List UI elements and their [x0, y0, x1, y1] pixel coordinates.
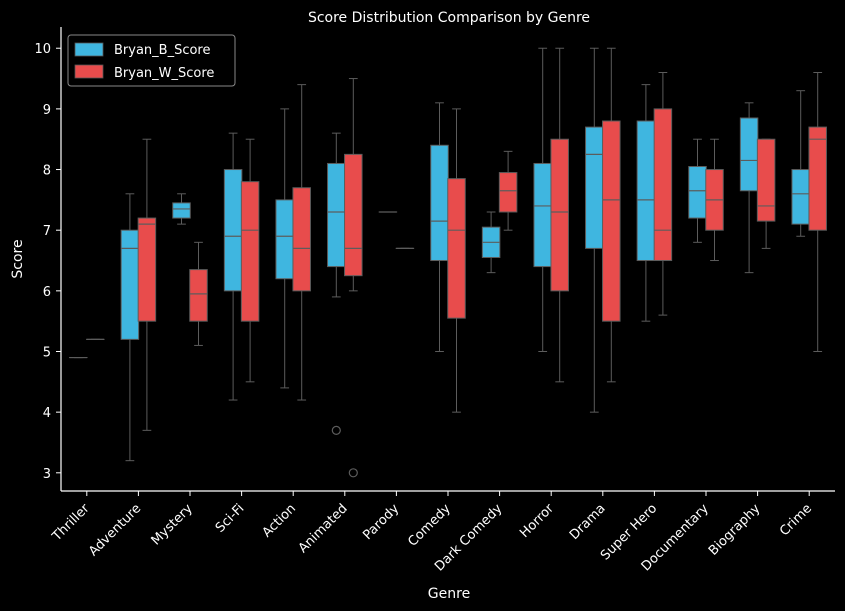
iqr-box	[223, 169, 243, 292]
iqr-box	[756, 138, 776, 222]
box-comedy-bryan-w-score	[447, 108, 466, 413]
iqr-box	[688, 166, 707, 219]
iqr-box	[430, 144, 449, 262]
legend-swatch-bryan-w	[74, 64, 104, 79]
iqr-box	[808, 126, 827, 231]
iqr-box	[739, 117, 759, 192]
iqr-box	[189, 269, 208, 322]
box-documentary-bryan-w-score	[705, 138, 724, 262]
box-adventure-bryan-w-score	[137, 138, 157, 431]
box-mystery-bryan-b-score	[172, 193, 191, 225]
legend-swatch-bryan-b	[74, 42, 104, 57]
outlier-point	[331, 425, 341, 435]
box-action-bryan-w-score	[292, 84, 311, 401]
box-biography-bryan-w-score	[756, 138, 776, 249]
iqr-box	[327, 162, 346, 268]
box-horror-bryan-w-score	[550, 47, 569, 383]
box-documentary-bryan-b-score	[688, 138, 707, 243]
legend-frame	[67, 34, 236, 87]
box-mystery-bryan-w-score	[189, 241, 208, 346]
y-tick-label: 5	[43, 345, 51, 360]
box-dark-comedy-bryan-b-score	[481, 211, 501, 274]
iqr-box	[636, 120, 656, 262]
iqr-box	[120, 229, 140, 340]
iqr-box	[533, 162, 552, 268]
x-axis-label: Genre	[428, 586, 470, 602]
y-tick-label: 4	[43, 406, 51, 421]
iqr-box	[791, 169, 810, 225]
y-axis-label: Score	[10, 239, 26, 278]
y-tick-label: 9	[43, 103, 51, 118]
y-tick-label: 7	[43, 224, 51, 239]
iqr-box	[550, 138, 569, 292]
box-sci-fi-bryan-w-score	[240, 138, 260, 383]
y-tick-label: 10	[34, 42, 51, 57]
y-tick-label: 3	[43, 467, 51, 482]
y-tick-label: 6	[43, 285, 51, 300]
iqr-box	[240, 181, 260, 322]
iqr-box	[653, 108, 673, 262]
iqr-box	[498, 172, 518, 213]
box-drama-bryan-w-score	[602, 47, 621, 383]
y-tick-label: 8	[43, 164, 51, 179]
iqr-box	[172, 202, 191, 219]
series-bryan-w-score	[86, 47, 827, 478]
box-biography-bryan-b-score	[739, 102, 759, 274]
legend: Bryan_B_Score Bryan_W_Score	[67, 34, 236, 87]
plot-area	[69, 47, 827, 478]
legend-label-bryan-w: Bryan_W_Score	[114, 66, 214, 81]
box-crime-bryan-w-score	[808, 71, 827, 352]
y-axis-ticks: 3 4 5 6 7 8 9 10	[34, 42, 61, 482]
box-sci-fi-bryan-b-score	[223, 132, 243, 401]
iqr-box	[602, 120, 621, 322]
box-super-hero-bryan-w-score	[653, 71, 673, 316]
series-bryan-b-score	[69, 47, 810, 462]
iqr-box	[292, 187, 311, 292]
box-horror-bryan-b-score	[533, 47, 552, 352]
iqr-box	[344, 153, 363, 277]
legend-label-bryan-b: Bryan_B_Score	[114, 43, 211, 58]
outlier-point	[348, 468, 358, 478]
iqr-box	[137, 217, 157, 322]
iqr-box	[275, 199, 294, 280]
iqr-box	[585, 126, 604, 249]
chart-title: Score Distribution Comparison by Genre	[308, 10, 590, 26]
iqr-box	[447, 178, 466, 319]
box-dark-comedy-bryan-w-score	[498, 150, 518, 231]
box-animated-bryan-w-score	[344, 78, 363, 478]
